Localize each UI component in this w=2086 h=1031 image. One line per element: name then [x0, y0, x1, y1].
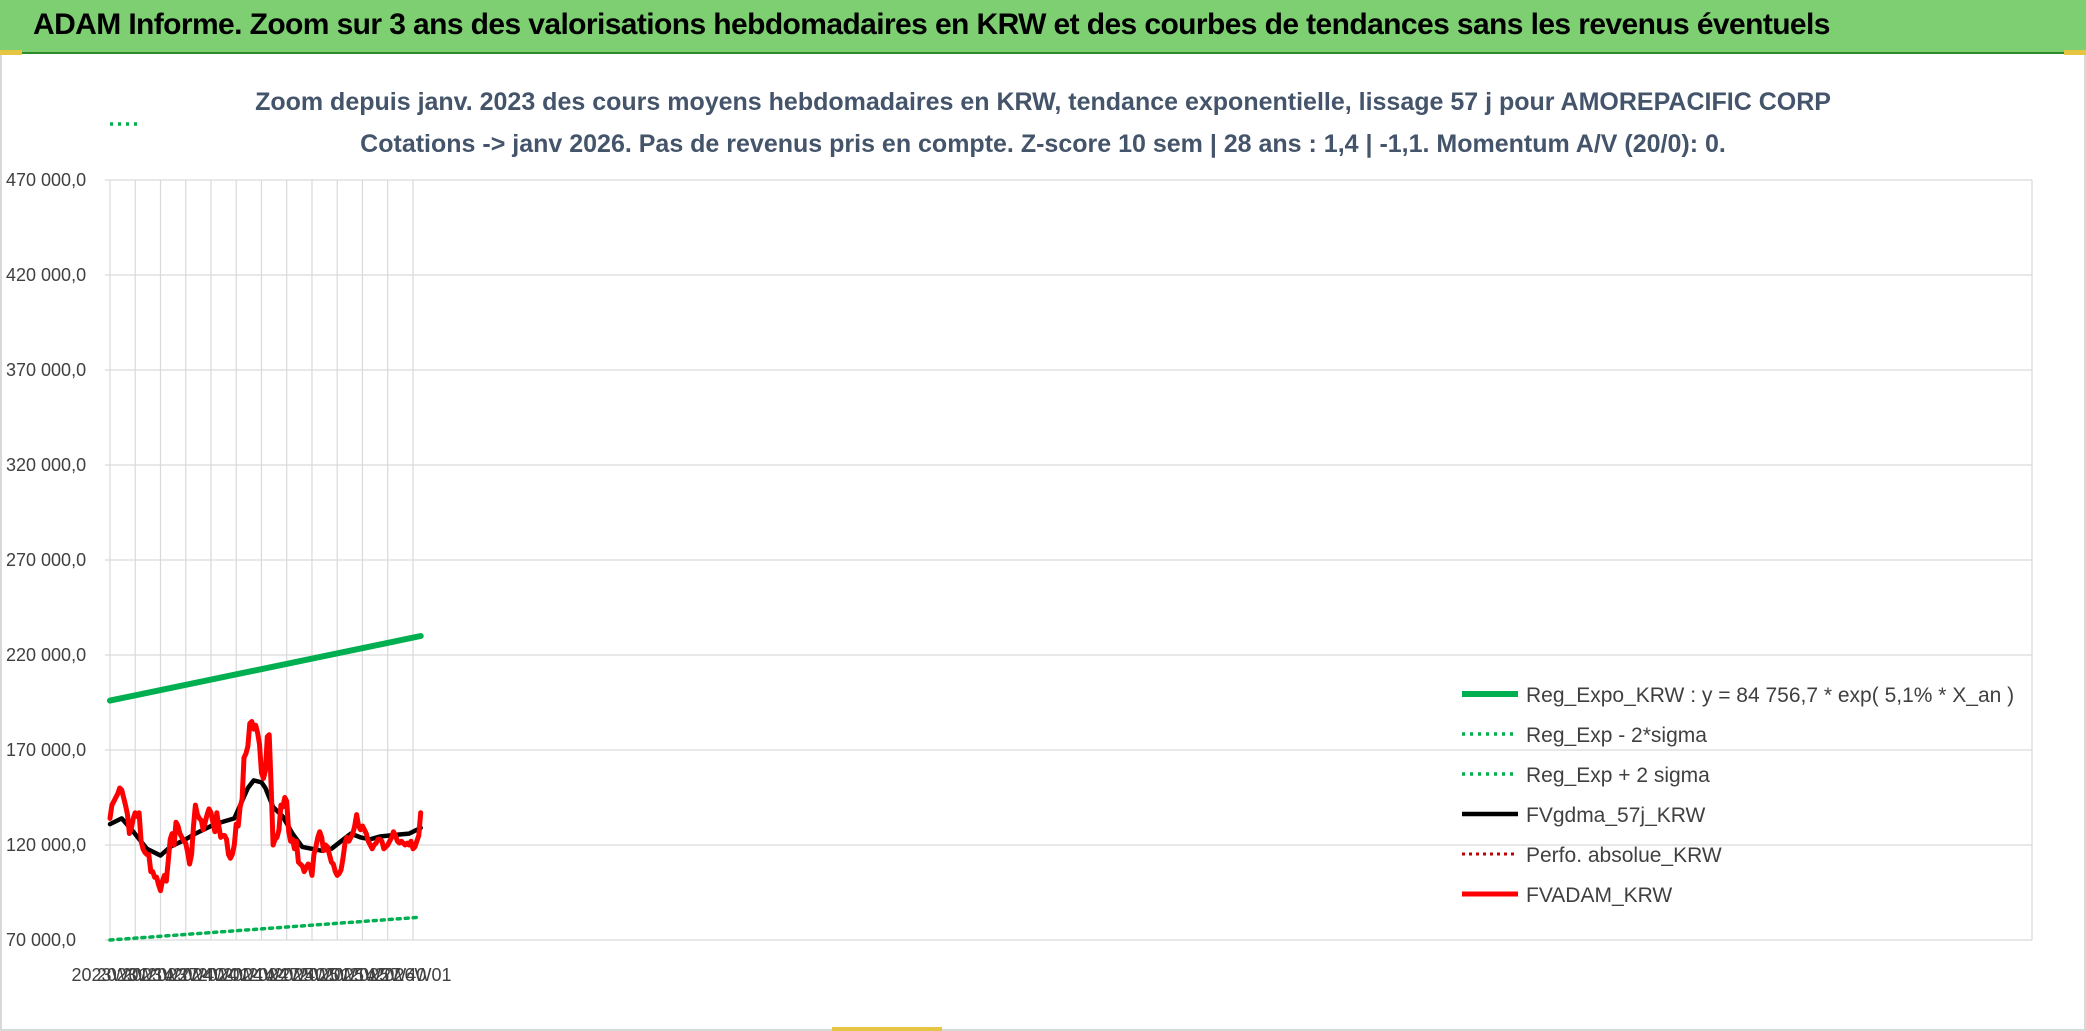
x-tick-label: 2024W01: [172, 965, 249, 985]
x-tick-label: 2023W27: [122, 965, 199, 985]
x-tick-label: 2025W14: [299, 965, 376, 985]
x-tick-label: 2024W40: [248, 965, 325, 985]
regression-line: [107, 633, 424, 704]
y-tick-label: 270 000,0: [6, 550, 86, 570]
legend: Reg_Expo_KRW : y = 84 756,7 * exp( 5,1% …: [1462, 684, 2014, 907]
legend-label-perf-absolute-line: Perfo. absolue_KRW: [1526, 844, 1722, 867]
y-tick-label: 370 000,0: [6, 360, 86, 380]
header-accent-left: [0, 50, 22, 55]
legend-label-regression-line: Reg_Expo_KRW : y = 84 756,7 * exp( 5,1% …: [1526, 684, 2014, 707]
y-tick-label: 320 000,0: [6, 455, 86, 475]
y-tick-label: 420 000,0: [6, 265, 86, 285]
bottom-accent: [832, 1027, 942, 1031]
y-tick-label: 470 000,0: [6, 170, 86, 190]
subtitle-background: [302, 82, 1778, 166]
legend-label-sigma-lower-line: Reg_Exp - 2*sigma: [1526, 724, 1707, 747]
price-line: [107, 719, 424, 894]
legend-label-sigma-upper-line: Reg_Exp + 2 sigma: [1526, 764, 1710, 787]
y-tick-label: 220 000,0: [6, 645, 86, 665]
chart-subtitle: Cotations -> janv 2026. Pas de revenus p…: [360, 130, 1726, 158]
x-tick-label: 2026W01: [374, 965, 451, 985]
x-tick-label: 2023W14: [97, 965, 174, 985]
series: [107, 122, 424, 942]
chart-title: Zoom depuis janv. 2023 des cours moyens …: [255, 88, 1831, 116]
header-title: ADAM Informe. Zoom sur 3 ans des valoris…: [33, 8, 1830, 41]
sigma-lower-line: [108, 915, 423, 942]
x-tick-label: 2023W40: [147, 965, 224, 985]
x-tick-label: 2025W27: [324, 965, 401, 985]
y-tick-label: 70 000,0: [6, 930, 76, 950]
y-tick-label: 120 000,0: [6, 835, 86, 855]
x-tick-label: 2025W01: [273, 965, 350, 985]
y-tick-label: 170 000,0: [6, 740, 86, 760]
x-tick-label: 2023W01: [71, 965, 148, 985]
axes: 70 000,0 120 000,0 170 000,0 220 000,0 270 0…: [6, 170, 451, 985]
header-banner: ADAM Informe. Zoom sur 3 ans des valoris…: [0, 0, 2086, 54]
x-tick-label: 2025W40: [349, 965, 426, 985]
grid: [105, 179, 2033, 941]
header-accent-right: [2064, 50, 2086, 55]
legend-label-price-line: FVADAM_KRW: [1526, 884, 1672, 907]
x-tick-label: 2024W14: [198, 965, 275, 985]
x-tick-label: 2024W27: [223, 965, 300, 985]
legend-label-smoothed-line: FVgdma_57j_KRW: [1526, 804, 1706, 827]
